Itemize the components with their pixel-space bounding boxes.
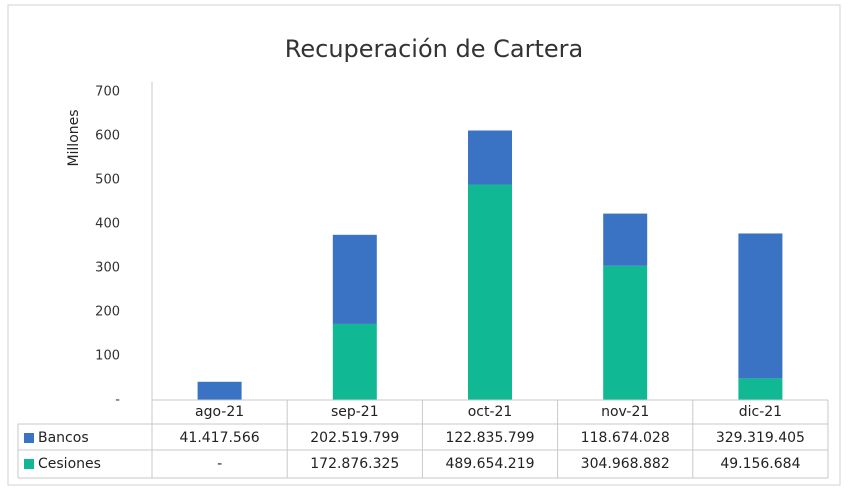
bar-segment [603, 213, 648, 266]
table-cell: 41.417.566 [180, 430, 260, 446]
bar-segment [468, 184, 512, 400]
table-cell: 118.674.028 [581, 430, 670, 446]
x-tick-label: dic-21 [739, 404, 782, 420]
x-tick-label: oct-21 [468, 404, 513, 420]
chart-frame [7, 4, 841, 486]
legend-label: Cesiones [38, 456, 101, 472]
y-tick-label: 700 [95, 85, 120, 100]
x-tick-label: nov-21 [601, 404, 649, 420]
x-tick-label: ago-21 [195, 404, 244, 420]
chart-title: Recuperación de Cartera [285, 35, 583, 63]
table-cell: - [217, 456, 222, 472]
y-tick-label: 500 [95, 173, 120, 188]
legend-label: Bancos [38, 430, 89, 446]
table-cell: 172.876.325 [310, 456, 399, 472]
table-cell: 489.654.219 [445, 456, 534, 472]
x-tick-label: sep-21 [331, 404, 379, 420]
y-axis-label: Millones [66, 109, 82, 166]
y-tick-label: - [115, 393, 120, 408]
bar-segment [197, 381, 242, 400]
table-cell: 202.519.799 [310, 430, 399, 446]
y-tick-label: 400 [95, 217, 120, 232]
table-cell: 122.835.799 [445, 430, 534, 446]
table-cell: 304.968.882 [581, 456, 670, 472]
legend-key [24, 459, 34, 469]
table-cell: 329.319.405 [716, 430, 805, 446]
y-tick-label: 300 [95, 261, 120, 276]
bar-segment [603, 265, 648, 400]
bar-segment [468, 130, 512, 185]
bar-segment [332, 323, 377, 400]
legend-key [24, 433, 34, 443]
y-tick-label: 100 [95, 349, 120, 364]
y-tick-label: 200 [95, 305, 120, 320]
table-cell: 49.156.684 [720, 456, 800, 472]
bar-segment [738, 378, 783, 400]
bar-segment [738, 233, 783, 379]
y-tick-label: 600 [95, 129, 120, 144]
bar-segment [332, 234, 377, 324]
